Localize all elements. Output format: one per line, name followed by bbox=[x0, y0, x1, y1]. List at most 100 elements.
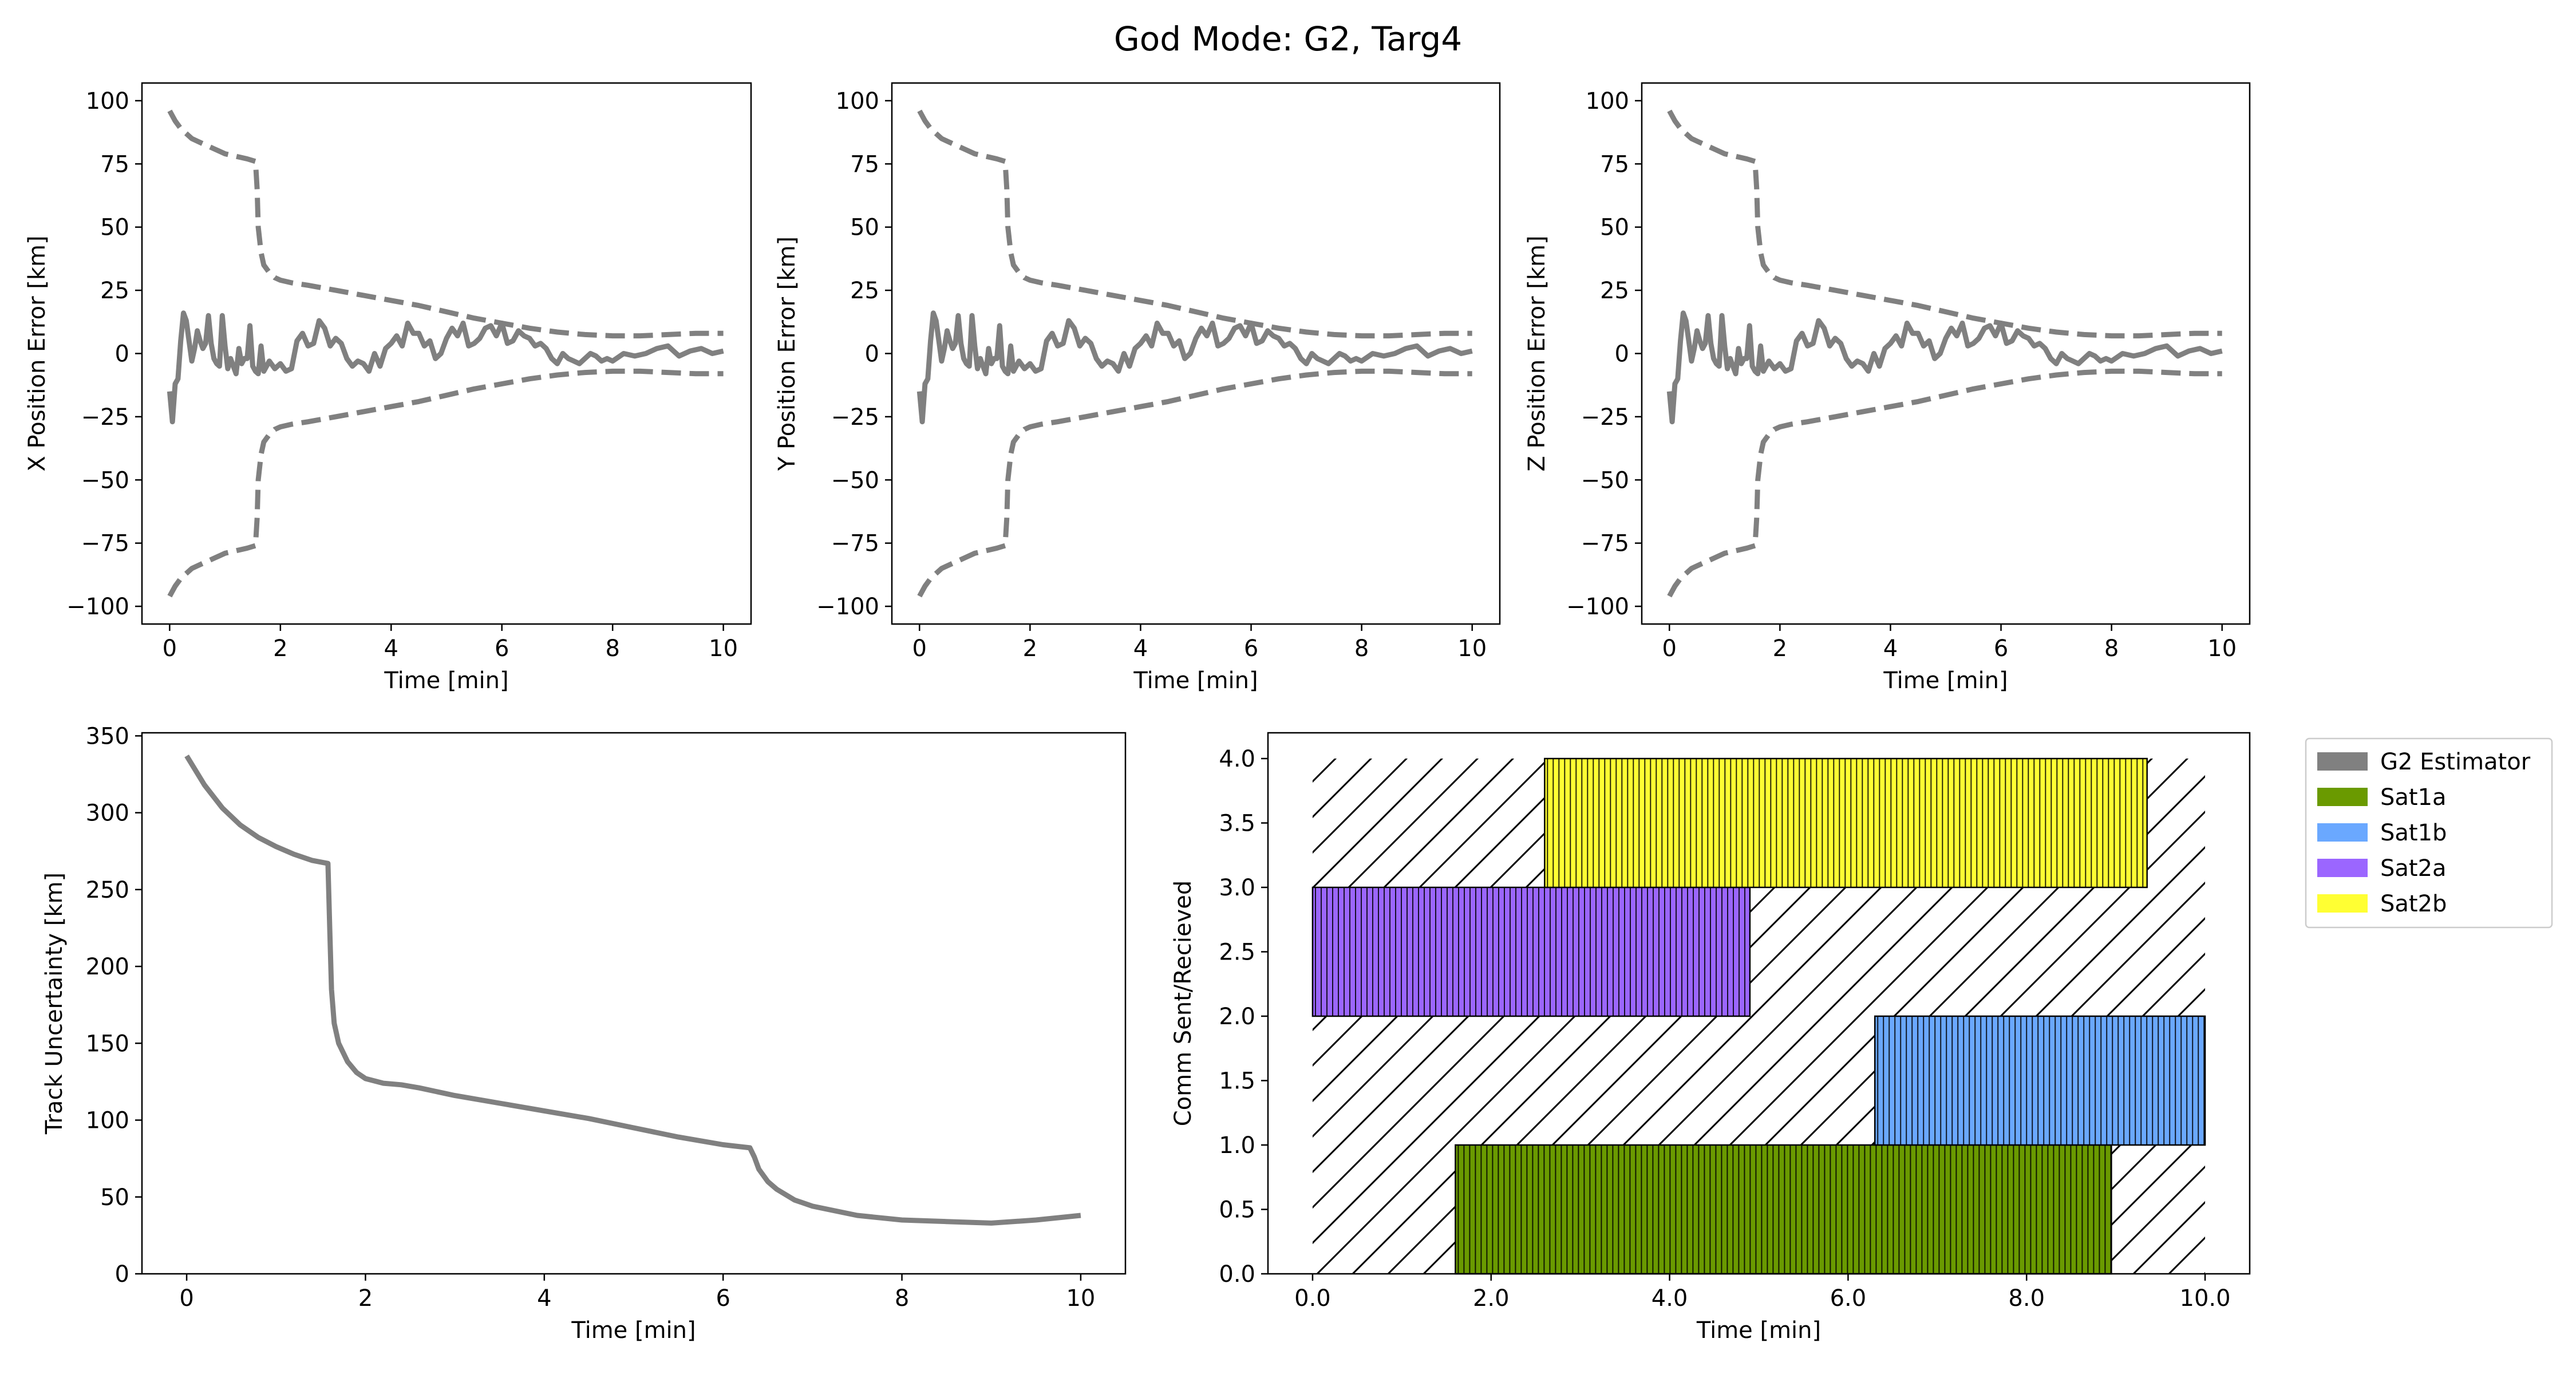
x-tick-label: 2 bbox=[273, 635, 287, 662]
legend-label: Sat1a bbox=[2380, 784, 2447, 811]
x-tick-label: 8.0 bbox=[2008, 1285, 2045, 1312]
panel-comm: 0.0 2.0 4.0 6.0 8.0 10.0 0.0 0.5 1.0 1.5 2.0 2.5 3.0… bbox=[1170, 732, 2251, 1344]
y-axis-label: Track Uncertainty [km] bbox=[41, 872, 68, 1135]
y-tick-label: 0 bbox=[115, 1261, 129, 1288]
legend-swatch bbox=[2317, 752, 2368, 771]
y-tick-label: 0 bbox=[865, 341, 879, 368]
y-tick-label: −75 bbox=[1581, 531, 1629, 557]
legend: G2 Estimator Sat1a Sat1b Sat2a Sat2b bbox=[2305, 737, 2553, 929]
y-axis-label: X Position Error [km] bbox=[24, 235, 50, 471]
y-tick-label: 25 bbox=[1600, 278, 1629, 304]
bound-line bbox=[167, 109, 724, 339]
y-tick-label: 0 bbox=[115, 341, 129, 368]
y-tick-label: 300 bbox=[86, 800, 129, 827]
legend-label: Sat1b bbox=[2380, 820, 2447, 846]
x-tick-label: 0 bbox=[1662, 635, 1677, 662]
bound-line bbox=[167, 368, 724, 598]
y-tick-label: 2.5 bbox=[1219, 939, 1255, 966]
x-tick-label: 6.0 bbox=[1830, 1285, 1867, 1312]
y-tick-label: 0 bbox=[1615, 341, 1629, 368]
y-tick-label: −50 bbox=[831, 467, 879, 493]
x-axis-label: Time [min] bbox=[1883, 668, 2008, 694]
y-tick-label: 250 bbox=[86, 877, 129, 903]
x-tick-label: 6 bbox=[1244, 635, 1258, 662]
span-sat1b bbox=[1874, 1015, 2206, 1146]
span-dividers bbox=[1315, 887, 1745, 1016]
y-tick-label: 50 bbox=[1600, 215, 1629, 241]
y-tick-label: 0.0 bbox=[1219, 1261, 1255, 1288]
x-tick-label: 10.0 bbox=[2180, 1285, 2231, 1312]
y-tick-label: −100 bbox=[816, 594, 879, 620]
y-tick-label: 1.0 bbox=[1219, 1132, 1255, 1159]
y-axis-label: Y Position Error [km] bbox=[774, 236, 800, 471]
x-tick-label: 4.0 bbox=[1652, 1285, 1688, 1312]
x-tick-label: 10 bbox=[1066, 1285, 1095, 1312]
error-line bbox=[167, 310, 724, 425]
x-tick-label: 6 bbox=[495, 635, 509, 662]
y-axis-label: Comm Sent/Recieved bbox=[1170, 881, 1196, 1127]
x-tick-label: 4 bbox=[1133, 635, 1148, 662]
figure-title: God Mode: G2, Targ4 bbox=[1114, 19, 1462, 58]
span-sat1a bbox=[1455, 1144, 2112, 1275]
y-tick-label: 100 bbox=[1586, 88, 1629, 114]
x-tick-label: 8 bbox=[2104, 635, 2119, 662]
x-tick-label: 6 bbox=[1994, 635, 2008, 662]
y-tick-label: 1.5 bbox=[1219, 1068, 1255, 1095]
y-tick-label: 75 bbox=[1600, 151, 1629, 177]
axes-frame bbox=[891, 82, 1501, 625]
axes-frame bbox=[141, 732, 1127, 1275]
y-tick-label: 75 bbox=[850, 151, 879, 177]
x-tick-label: 10 bbox=[709, 635, 738, 662]
y-tick-label: 150 bbox=[86, 1030, 129, 1057]
axes-frame bbox=[1267, 732, 2251, 1275]
x-axis-label: Time [min] bbox=[571, 1317, 696, 1344]
x-tick-label: 4 bbox=[537, 1285, 551, 1312]
y-tick-label: −25 bbox=[81, 404, 129, 431]
y-tick-label: −75 bbox=[81, 531, 129, 557]
panel-z_err: 0 2 4 6 8 10 −100 −75 −50 −25 0 25 50 75 100 Time [min]… bbox=[1524, 82, 2251, 694]
x-tick-label: 10 bbox=[2207, 635, 2237, 662]
legend-swatch bbox=[2317, 859, 2368, 877]
span-sat2a bbox=[1311, 886, 1751, 1017]
error-line bbox=[1666, 310, 2223, 425]
x-tick-label: 2 bbox=[1773, 635, 1787, 662]
x-tick-label: 10 bbox=[1457, 635, 1487, 662]
y-tick-label: 4.0 bbox=[1219, 746, 1255, 772]
y-tick-label: 350 bbox=[86, 723, 129, 749]
y-tick-label: 50 bbox=[850, 215, 879, 241]
span-sat2b bbox=[1544, 757, 2148, 889]
y-tick-label: 0.5 bbox=[1219, 1197, 1255, 1223]
y-tick-label: −75 bbox=[831, 531, 879, 557]
legend-label: Sat2b bbox=[2380, 891, 2447, 917]
span-dividers bbox=[1457, 1145, 2112, 1274]
y-tick-label: −50 bbox=[81, 467, 129, 493]
y-tick-label: 25 bbox=[100, 278, 129, 304]
span-fill bbox=[1311, 886, 1751, 1017]
y-tick-label: 100 bbox=[836, 88, 879, 114]
y-tick-label: −100 bbox=[66, 594, 129, 620]
x-tick-label: 6 bbox=[716, 1285, 730, 1312]
axes-frame bbox=[141, 82, 752, 625]
y-tick-label: 50 bbox=[100, 215, 129, 241]
x-tick-label: 8 bbox=[895, 1285, 909, 1312]
y-tick-label: 3.5 bbox=[1219, 811, 1255, 837]
y-tick-label: 200 bbox=[86, 954, 129, 980]
x-tick-label: 2.0 bbox=[1473, 1285, 1510, 1312]
y-tick-label: 75 bbox=[100, 151, 129, 177]
y-tick-label: −100 bbox=[1566, 594, 1629, 620]
legend-swatch bbox=[2317, 894, 2368, 913]
y-tick-label: 25 bbox=[850, 278, 879, 304]
y-tick-label: −50 bbox=[1581, 467, 1629, 493]
legend-label: G2 Estimator bbox=[2380, 749, 2531, 775]
legend-frame bbox=[2305, 737, 2553, 929]
x-tick-label: 8 bbox=[1354, 635, 1369, 662]
x-tick-label: 0.0 bbox=[1294, 1285, 1331, 1312]
panel-x_err: 0 2 4 6 8 10 −100 −75 −50 −25 0 25 50 75 100 Time [min]… bbox=[24, 82, 752, 694]
bound-line bbox=[917, 109, 1472, 339]
bound-line bbox=[1667, 368, 2222, 598]
y-tick-label: 100 bbox=[86, 88, 129, 114]
x-tick-label: 2 bbox=[358, 1285, 373, 1312]
legend-swatch bbox=[2317, 823, 2368, 842]
